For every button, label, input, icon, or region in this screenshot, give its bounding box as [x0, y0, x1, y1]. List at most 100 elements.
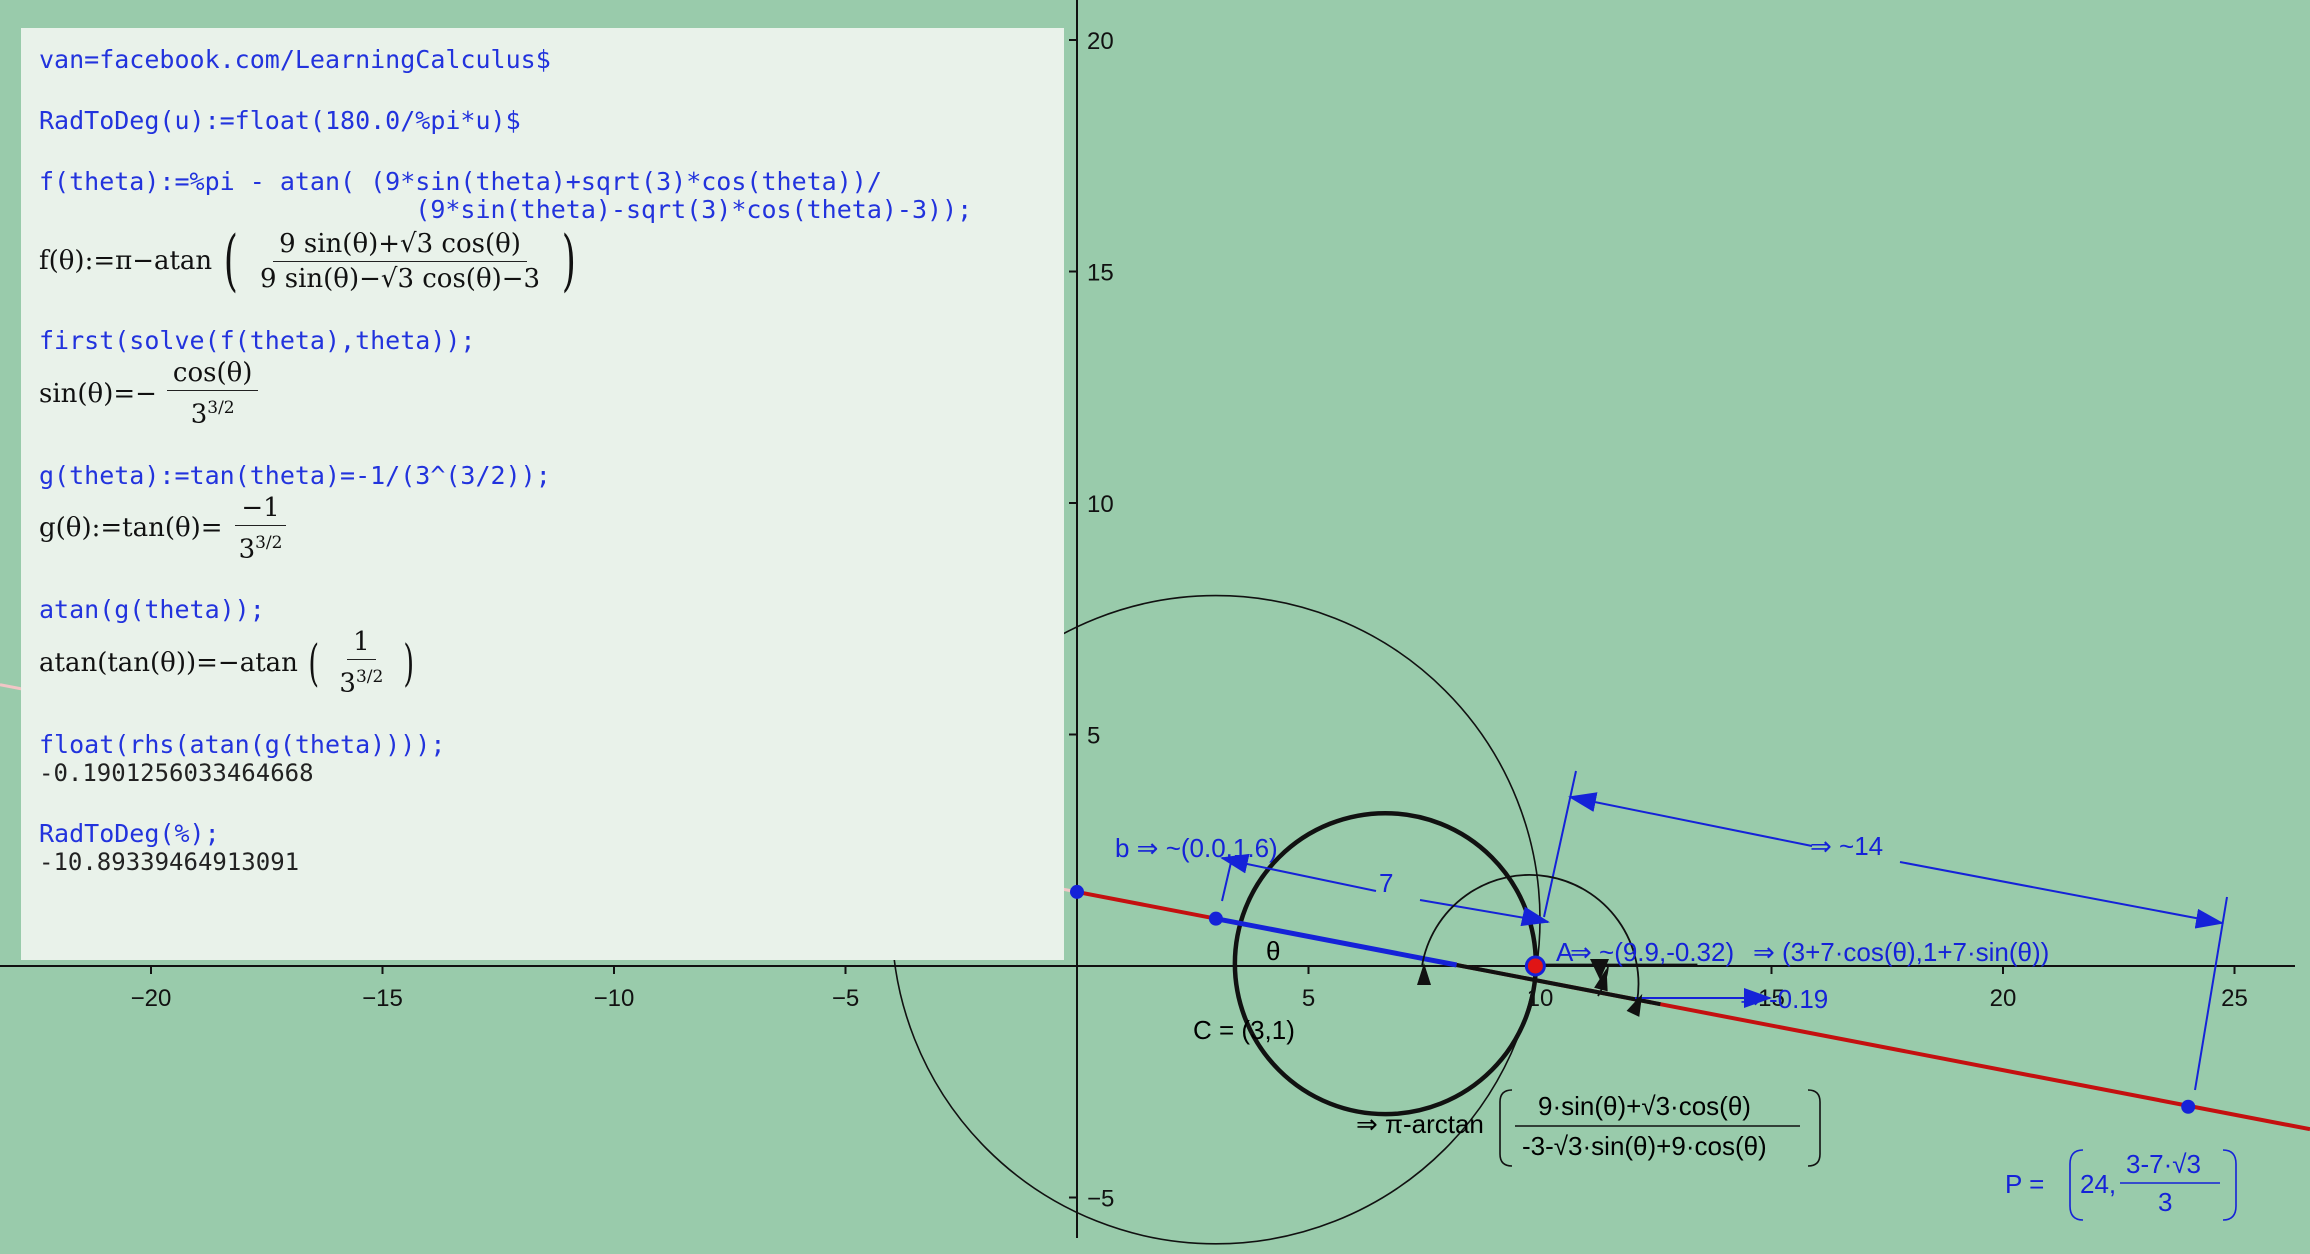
extension-line-left [1221, 857, 1233, 902]
cas-input[interactable]: atan(g(theta)); [39, 595, 265, 625]
y-tick-label: 15 [1087, 260, 1114, 287]
label-a-formula: ⇒ (3+7·cos(θ),1+7·sin(θ)) [1753, 937, 2049, 967]
label-c: C = (3,1) [1193, 1015, 1295, 1045]
arrowhead [1417, 963, 1431, 985]
dimension-7-right [1419, 899, 1549, 923]
fraction-numerator: −1 [235, 494, 286, 526]
output-lhs: f(θ):=π−atan [39, 246, 213, 276]
fraction: −1 33/2 [233, 494, 289, 564]
x-tick-label: −15 [362, 985, 403, 1012]
label-arctan-denominator: -3-√3·sin(θ)+9·cos(θ) [1522, 1131, 1767, 1161]
dimension-14-left [1569, 796, 1813, 847]
cas-input[interactable]: float(rhs(atan(g(theta)))); [39, 729, 446, 759]
cas-output: g(θ):=tan(θ)= −1 33/2 [39, 494, 1064, 564]
x-tick-label: −5 [832, 985, 859, 1012]
cas-output: -10.89339464913091 [39, 847, 300, 876]
angle-arcs [1417, 874, 1643, 1017]
den-exponent: 3/2 [355, 667, 384, 688]
cas-cell[interactable]: RadToDeg(u):=float(180.0/%pi*u)$ [39, 107, 1064, 135]
label-a-coordinates: ⇒ ~(9.9,-0.32) [1570, 937, 1734, 967]
den-exponent: 3/2 [207, 398, 235, 418]
label-b: b ⇒ ~(0.0,1.6) [1115, 833, 1278, 863]
x-tick-label: −10 [594, 985, 635, 1012]
den-base: 3 [339, 668, 356, 699]
fraction-numerator: 9 sin(θ)+√3 cos(θ) [273, 230, 527, 262]
cas-input[interactable]: RadToDeg(%); [39, 818, 220, 848]
dimension-14-right [1899, 861, 2223, 924]
fraction-numerator: cos(θ) [166, 359, 259, 391]
x-tick-label: −20 [131, 985, 172, 1012]
cas-input[interactable]: f(theta):=%pi - atan( (9*sin(theta)+sqrt… [39, 167, 973, 224]
cas-output: sin(θ)=− cos(θ) 33/2 [39, 359, 1064, 429]
points [1070, 884, 2196, 1114]
arrow-14-end [2194, 908, 2224, 929]
arrowhead [1594, 968, 1608, 992]
den-exponent: 3/2 [255, 532, 283, 553]
output-lhs: sin(θ)=− [39, 378, 157, 409]
segment-b-to-a[interactable] [1215, 916, 1458, 968]
cas-input[interactable]: van=facebook.com/LearningCalculus$ [39, 45, 551, 74]
cas-input[interactable]: first(solve(f(theta),theta)); [39, 326, 476, 355]
label-angle-value: ⇒ -0.19 [1740, 984, 1828, 1014]
bracket-right [1807, 1089, 1821, 1167]
label-theta: θ [1266, 936, 1280, 966]
fraction-denominator: 9 sin(θ)−√3 cos(θ)−3 [259, 263, 541, 294]
y-tick-label: −5 [1087, 1186, 1114, 1213]
point-b[interactable] [1070, 884, 1084, 899]
segment-a-black [1456, 963, 1661, 1007]
paren-left: ( [308, 634, 320, 693]
extension-line-center [1543, 770, 1577, 918]
y-tick-label: 10 [1087, 491, 1114, 518]
label-p-prefix: P = [2005, 1169, 2044, 1199]
cas-panel[interactable]: van=facebook.com/LearningCalculus$ RadTo… [21, 28, 1064, 960]
cas-output: -0.1901256033464668 [39, 758, 314, 787]
output-lhs: g(θ):=tan(θ)= [39, 513, 223, 544]
den-base: 3 [238, 534, 256, 565]
label-a: A [1556, 937, 1574, 967]
cas-input[interactable]: RadToDeg(u):=float(180.0/%pi*u)$ [39, 106, 521, 135]
cas-cell[interactable]: float(rhs(atan(g(theta)))); -0.190125603… [39, 729, 1064, 787]
cas-output: f(θ):=π−atan ( 9 sin(θ)+√3 cos(θ) 9 sin(… [39, 228, 1064, 294]
dimension-7-left [1227, 859, 1377, 892]
point-a[interactable] [1524, 955, 1546, 977]
fraction: cos(θ) 33/2 [166, 359, 259, 429]
label-arctan-prefix: ⇒ π-arctan [1356, 1109, 1484, 1139]
x-tick-label: 25 [2221, 985, 2248, 1012]
y-tick-label: 5 [1087, 723, 1100, 750]
point-p[interactable] [2181, 1099, 2196, 1114]
arrowhead [1626, 993, 1643, 1017]
label-p-numerator: 3-7·√3 [2126, 1149, 2201, 1179]
arrow-14-start [1568, 792, 1598, 812]
label-distance-14: ⇒ ~14 [1810, 831, 1883, 861]
fraction-denominator: 33/2 [233, 526, 289, 564]
formula-brackets [1499, 1089, 2237, 1221]
label-p-x: 24, [2080, 1169, 2116, 1199]
label-p-denominator: 3 [2158, 1187, 2172, 1217]
cas-output: atan(tan(θ))=−atan ( 1 33/2 ) [39, 628, 1064, 698]
cas-cell[interactable]: van=facebook.com/LearningCalculus$ [39, 46, 1064, 74]
cas-input[interactable]: g(theta):=tan(theta)=-1/(3^(3/2)); [39, 460, 551, 490]
paren-right: ) [561, 222, 577, 299]
arrow-7-end [1520, 906, 1550, 927]
fraction-denominator: 33/2 [333, 660, 389, 698]
fraction-numerator: 1 [347, 628, 376, 661]
paren-left: ( [223, 222, 239, 299]
cas-cell[interactable]: f(theta):=%pi - atan( (9*sin(theta)+sqrt… [39, 168, 1064, 294]
cas-cell[interactable]: atan(g(theta)); atan(tan(θ))=−atan ( 1 3… [39, 596, 1064, 698]
y-tick-label: 20 [1087, 28, 1114, 55]
cas-cell[interactable]: first(solve(f(theta),theta)); sin(θ)=− c… [39, 327, 1064, 429]
bracket-left [2069, 1149, 2084, 1221]
bracket-left [1499, 1089, 1513, 1167]
extension-line-right [2194, 896, 2228, 1091]
bracket-right [2222, 1149, 2237, 1221]
arrowhead-down [1590, 959, 1609, 980]
cas-cell[interactable]: g(theta):=tan(theta)=-1/(3^(3/2)); g(θ):… [39, 460, 1064, 564]
label-arctan-numerator: 9·sin(θ)+√3·cos(θ) [1538, 1091, 1751, 1121]
paren-right: ) [403, 634, 415, 693]
fraction-denominator: 33/2 [185, 391, 241, 429]
cas-cell[interactable]: RadToDeg(%); -10.89339464913091 [39, 818, 1064, 876]
point-c[interactable] [1208, 911, 1223, 926]
output-lhs: atan(tan(θ))=−atan [39, 648, 298, 679]
